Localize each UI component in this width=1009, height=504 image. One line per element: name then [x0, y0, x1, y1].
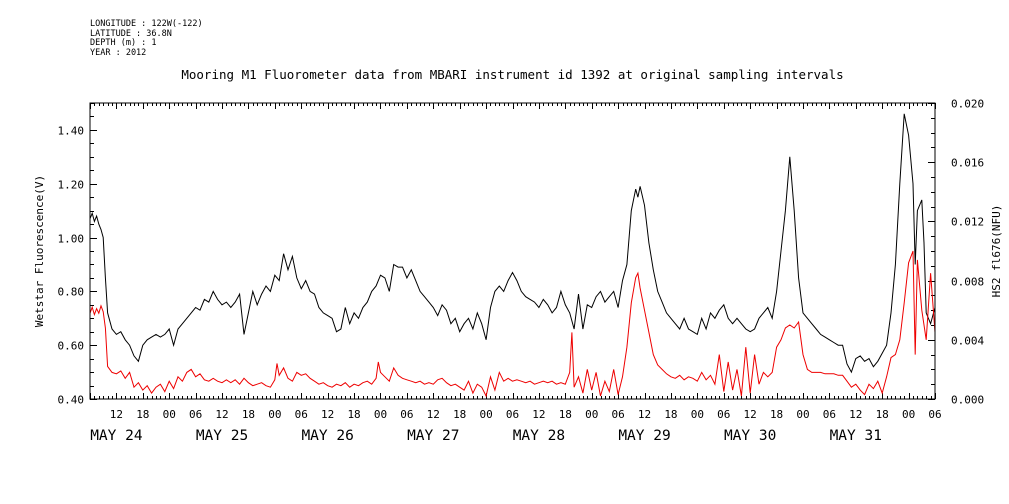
x-hour-label: 06	[928, 408, 941, 421]
hs2-fl676-line	[89, 250, 936, 398]
x-hour-label: 12	[321, 408, 334, 421]
x-hour-label: 18	[770, 408, 783, 421]
x-hour-label: 00	[479, 408, 492, 421]
x-hour-label: 00	[268, 408, 281, 421]
x-hour-label: 18	[242, 408, 255, 421]
y-left-tick-label: 1.20	[58, 179, 85, 192]
x-date-label: MAY 26	[301, 428, 353, 444]
x-date-label: MAY 24	[90, 428, 143, 444]
x-hour-label: 06	[717, 408, 730, 421]
y-left-tick-label: 0.80	[58, 286, 85, 299]
y-left-tick-label: 1.40	[58, 125, 85, 138]
x-hour-label: 18	[453, 408, 466, 421]
x-date-label: MAY 27	[407, 428, 459, 444]
x-hour-label: 18	[876, 408, 889, 421]
x-hour-label: 18	[664, 408, 677, 421]
longitude-label: LONGITUDE : 122W(-122)	[90, 19, 203, 29]
y-right-tick-label: 0.016	[951, 157, 984, 170]
y-right-tick-label: 0.004	[951, 335, 984, 348]
y-right-tick-label: 0.000	[951, 394, 984, 407]
x-date-label: MAY 31	[830, 428, 882, 444]
x-hour-label: 12	[110, 408, 123, 421]
x-hour-label: 06	[506, 408, 519, 421]
x-hour-label: 06	[612, 408, 625, 421]
x-hour-label: 12	[427, 408, 440, 421]
y-right-axis-title: HS2 fl676(NFU)	[990, 205, 1003, 298]
y-right-tick-label: 0.020	[951, 98, 984, 111]
y-right-tick-label: 0.008	[951, 276, 984, 289]
x-hour-label: 18	[347, 408, 360, 421]
y-right-tick-label: 0.012	[951, 216, 984, 229]
x-date-label: MAY 25	[196, 428, 248, 444]
x-hour-label: 06	[400, 408, 413, 421]
x-hour-label: 12	[215, 408, 228, 421]
x-hour-label: 06	[823, 408, 836, 421]
x-hour-label: 00	[902, 408, 915, 421]
depth-label: DEPTH (m) : 1	[90, 38, 157, 48]
x-date-label: MAY 30	[724, 428, 776, 444]
x-hour-label: 06	[189, 408, 202, 421]
y-left-axis-title: Wetstar Fluorescence(V)	[33, 175, 46, 327]
axis-labels: 0.40 0.60 0.80 1.00 1.20 1.40 0.000 0.004 0.008 0…	[33, 98, 1003, 445]
x-hour-label: 00	[691, 408, 704, 421]
metadata-block: LONGITUDE : 122W(-122) LATITUDE : 36.8N …	[90, 19, 203, 58]
x-hour-label: 00	[585, 408, 598, 421]
x-hour-label: 12	[744, 408, 757, 421]
x-hour-label: 12	[532, 408, 545, 421]
chart-title: Mooring M1 Fluorometer data from MBARI i…	[181, 67, 844, 82]
y-left-tick-label: 0.60	[58, 340, 85, 353]
plot-frame	[89, 102, 936, 400]
x-hour-label: 06	[295, 408, 308, 421]
x-date-label: MAY 29	[618, 428, 670, 444]
x-hour-label: 00	[163, 408, 176, 421]
axis-ticks	[90, 103, 936, 400]
x-date-label: MAY 28	[513, 428, 565, 444]
x-hour-label: 00	[374, 408, 387, 421]
x-hour-label: 18	[559, 408, 572, 421]
y-left-tick-label: 0.40	[58, 394, 85, 407]
series-group	[89, 113, 936, 398]
x-hour-label: 00	[796, 408, 809, 421]
year-label: YEAR : 2012	[90, 47, 147, 58]
x-hour-label: 18	[136, 408, 149, 421]
x-hour-label: 12	[849, 408, 862, 421]
x-hour-label: 12	[638, 408, 651, 421]
y-left-tick-label: 1.00	[58, 233, 85, 246]
wetstar-fluorescence-line	[89, 113, 936, 374]
latitude-label: LATITUDE : 36.8N	[90, 28, 172, 39]
